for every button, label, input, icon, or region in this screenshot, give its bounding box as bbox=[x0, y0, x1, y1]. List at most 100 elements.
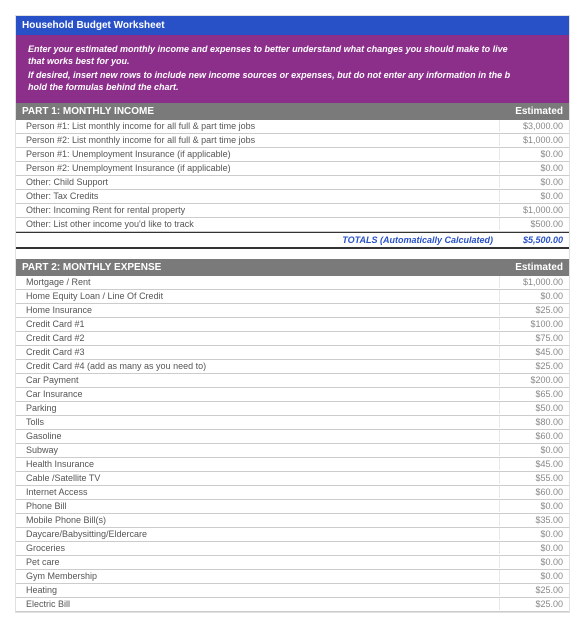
part1-rows: Person #1: List monthly income for all f… bbox=[16, 120, 569, 232]
row-amount[interactable]: $100.00 bbox=[499, 318, 569, 330]
row-amount[interactable]: $60.00 bbox=[499, 486, 569, 498]
table-row[interactable]: Other: Tax Credits$0.00 bbox=[16, 190, 569, 204]
row-label: Electric Bill bbox=[16, 598, 499, 610]
table-row[interactable]: Person #1: Unemployment Insurance (if ap… bbox=[16, 148, 569, 162]
table-row[interactable]: Heating$25.00 bbox=[16, 584, 569, 598]
row-amount[interactable]: $0.00 bbox=[499, 444, 569, 456]
row-amount[interactable]: $0.00 bbox=[499, 176, 569, 188]
table-row[interactable]: Credit Card #3$45.00 bbox=[16, 346, 569, 360]
section-spacer bbox=[16, 249, 569, 259]
totals-label: TOTALS (Automatically Calculated) bbox=[16, 233, 499, 247]
estimated-column-header: Estimated bbox=[493, 262, 563, 273]
row-amount[interactable]: $1,000.00 bbox=[499, 134, 569, 146]
row-label: Home Insurance bbox=[16, 304, 499, 316]
row-amount[interactable]: $1,000.00 bbox=[499, 204, 569, 216]
table-row[interactable]: Person #2: Unemployment Insurance (if ap… bbox=[16, 162, 569, 176]
worksheet-title: Household Budget Worksheet bbox=[16, 16, 569, 35]
row-amount[interactable]: $65.00 bbox=[499, 388, 569, 400]
table-row[interactable]: Phone Bill$0.00 bbox=[16, 500, 569, 514]
row-label: Credit Card #1 bbox=[16, 318, 499, 330]
budget-worksheet: Household Budget Worksheet Enter your es… bbox=[15, 15, 570, 613]
table-row[interactable]: Gym Membership$0.00 bbox=[16, 570, 569, 584]
row-label: Other: Tax Credits bbox=[16, 190, 499, 202]
table-row[interactable]: Groceries$0.00 bbox=[16, 542, 569, 556]
row-amount[interactable]: $0.00 bbox=[499, 528, 569, 540]
row-label: Car Insurance bbox=[16, 388, 499, 400]
row-label: Credit Card #4 (add as many as you need … bbox=[16, 360, 499, 372]
row-amount[interactable]: $25.00 bbox=[499, 598, 569, 610]
row-amount[interactable]: $0.00 bbox=[499, 556, 569, 568]
row-label: Person #2: List monthly income for all f… bbox=[16, 134, 499, 146]
row-amount[interactable]: $75.00 bbox=[499, 332, 569, 344]
row-label: Gym Membership bbox=[16, 570, 499, 582]
row-label: Tolls bbox=[16, 416, 499, 428]
table-row[interactable]: Subway$0.00 bbox=[16, 444, 569, 458]
row-label: Person #1: List monthly income for all f… bbox=[16, 120, 499, 132]
row-label: Internet Access bbox=[16, 486, 499, 498]
row-label: Gasoline bbox=[16, 430, 499, 442]
part2-rows: Mortgage / Rent$1,000.00Home Equity Loan… bbox=[16, 276, 569, 612]
row-label: Other: Child Support bbox=[16, 176, 499, 188]
table-row[interactable]: Car Insurance$65.00 bbox=[16, 388, 569, 402]
table-row[interactable]: Pet care$0.00 bbox=[16, 556, 569, 570]
table-row[interactable]: Credit Card #2$75.00 bbox=[16, 332, 569, 346]
part2-header: PART 2: MONTHLY EXPENSE Estimated bbox=[16, 259, 569, 276]
row-label: Daycare/Babysitting/Eldercare bbox=[16, 528, 499, 540]
row-amount[interactable]: $0.00 bbox=[499, 500, 569, 512]
row-label: Other: List other income you'd like to t… bbox=[16, 218, 499, 230]
row-amount[interactable]: $45.00 bbox=[499, 458, 569, 470]
table-row[interactable]: Other: Incoming Rent for rental property… bbox=[16, 204, 569, 218]
table-row[interactable]: Health Insurance$45.00 bbox=[16, 458, 569, 472]
row-amount[interactable]: $25.00 bbox=[499, 304, 569, 316]
row-amount[interactable]: $25.00 bbox=[499, 360, 569, 372]
row-amount[interactable]: $0.00 bbox=[499, 162, 569, 174]
row-label: Mobile Phone Bill(s) bbox=[16, 514, 499, 526]
row-amount[interactable]: $1,000.00 bbox=[499, 276, 569, 288]
table-row[interactable]: Gasoline$60.00 bbox=[16, 430, 569, 444]
section-title: PART 2: MONTHLY EXPENSE bbox=[22, 262, 493, 273]
row-label: Credit Card #3 bbox=[16, 346, 499, 358]
row-label: Pet care bbox=[16, 556, 499, 568]
row-amount[interactable]: $200.00 bbox=[499, 374, 569, 386]
table-row[interactable]: Credit Card #4 (add as many as you need … bbox=[16, 360, 569, 374]
row-amount[interactable]: $35.00 bbox=[499, 514, 569, 526]
table-row[interactable]: Mobile Phone Bill(s)$35.00 bbox=[16, 514, 569, 528]
table-row[interactable]: Person #1: List monthly income for all f… bbox=[16, 120, 569, 134]
table-row[interactable]: Parking$50.00 bbox=[16, 402, 569, 416]
row-label: Credit Card #2 bbox=[16, 332, 499, 344]
row-amount[interactable]: $0.00 bbox=[499, 542, 569, 554]
row-label: Health Insurance bbox=[16, 458, 499, 470]
row-label: Mortgage / Rent bbox=[16, 276, 499, 288]
table-row[interactable]: Car Payment$200.00 bbox=[16, 374, 569, 388]
table-row[interactable]: Internet Access$60.00 bbox=[16, 486, 569, 500]
row-label: Parking bbox=[16, 402, 499, 414]
row-amount[interactable]: $25.00 bbox=[499, 584, 569, 596]
row-amount[interactable]: $55.00 bbox=[499, 472, 569, 484]
row-amount[interactable]: $50.00 bbox=[499, 402, 569, 414]
row-amount[interactable]: $0.00 bbox=[499, 190, 569, 202]
table-row[interactable]: Electric Bill$25.00 bbox=[16, 598, 569, 612]
table-row[interactable]: Other: Child Support$0.00 bbox=[16, 176, 569, 190]
table-row[interactable]: Tolls$80.00 bbox=[16, 416, 569, 430]
table-row[interactable]: Home Insurance$25.00 bbox=[16, 304, 569, 318]
table-row[interactable]: Home Equity Loan / Line Of Credit$0.00 bbox=[16, 290, 569, 304]
row-amount[interactable]: $0.00 bbox=[499, 290, 569, 302]
table-row[interactable]: Other: List other income you'd like to t… bbox=[16, 218, 569, 232]
estimated-column-header: Estimated bbox=[493, 106, 563, 117]
row-label: Person #1: Unemployment Insurance (if ap… bbox=[16, 148, 499, 160]
row-amount[interactable]: $0.00 bbox=[499, 148, 569, 160]
row-amount[interactable]: $500.00 bbox=[499, 218, 569, 230]
row-amount[interactable]: $0.00 bbox=[499, 570, 569, 582]
row-amount[interactable]: $80.00 bbox=[499, 416, 569, 428]
row-label: Groceries bbox=[16, 542, 499, 554]
row-amount[interactable]: $60.00 bbox=[499, 430, 569, 442]
row-label: Heating bbox=[16, 584, 499, 596]
table-row[interactable]: Person #2: List monthly income for all f… bbox=[16, 134, 569, 148]
row-amount[interactable]: $3,000.00 bbox=[499, 120, 569, 132]
table-row[interactable]: Mortgage / Rent$1,000.00 bbox=[16, 276, 569, 290]
table-row[interactable]: Daycare/Babysitting/Eldercare$0.00 bbox=[16, 528, 569, 542]
table-row[interactable]: Cable /Satellite TV$55.00 bbox=[16, 472, 569, 486]
table-row[interactable]: Credit Card #1$100.00 bbox=[16, 318, 569, 332]
row-amount[interactable]: $45.00 bbox=[499, 346, 569, 358]
row-label: Subway bbox=[16, 444, 499, 456]
